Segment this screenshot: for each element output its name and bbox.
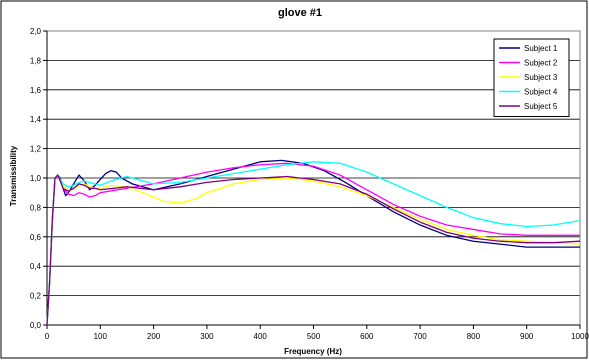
y-tick-label: 1,6 (30, 86, 42, 95)
y-axis-label: Transmissibility (9, 145, 18, 206)
legend-label-subject-1: Subject 1 (524, 44, 558, 53)
legend-label-subject-3: Subject 3 (524, 73, 558, 82)
series-line-subject-3 (46, 174, 581, 326)
legend-label-subject-2: Subject 2 (524, 59, 558, 68)
series-layer (46, 159, 581, 326)
x-tick-label: 700 (413, 332, 427, 341)
x-tick-label: 900 (520, 332, 534, 341)
legend-label-subject-4: Subject 4 (524, 88, 558, 97)
axes: 0,0 0,2 0,4 0,6 0,8 1,0 1,2 1,4 1,6 1,8 2,0 0 100 200… (30, 27, 589, 341)
y-tick-label: 2,0 (30, 27, 42, 36)
x-tick-label: 800 (467, 332, 481, 341)
legend-label-subject-5: Subject 5 (524, 102, 558, 111)
y-tick-label: 0,6 (30, 233, 42, 242)
x-tick-label: 200 (147, 332, 161, 341)
x-tick-label: 400 (254, 332, 268, 341)
series-line-subject-5 (46, 174, 581, 326)
x-tick-label: 600 (360, 332, 374, 341)
x-tick-label: 300 (200, 332, 214, 341)
legend: Subject 1 Subject 2 Subject 3 Subject 4 Subj… (493, 38, 570, 117)
gridlines (47, 60, 580, 297)
series-line-subject-4 (46, 161, 581, 326)
x-tick-label: 100 (94, 332, 108, 341)
x-axis-label: Frequency (Hz) (284, 347, 342, 356)
x-tick-label: 500 (307, 332, 321, 341)
y-tick-label: 0,4 (30, 262, 42, 271)
y-tick-label: 1,0 (30, 174, 42, 183)
x-tick-label: 0 (45, 332, 50, 341)
chart-title: glove #1 (278, 7, 322, 19)
y-tick-label: 1,2 (30, 145, 42, 154)
y-tick-label: 0,8 (30, 203, 42, 212)
y-tick-label: 0,2 (30, 292, 42, 301)
y-tick-label: 0,0 (30, 321, 42, 330)
x-tick-label: 1000 (571, 332, 589, 341)
y-tick-label: 1,4 (30, 115, 42, 124)
y-tick-label: 1,8 (30, 56, 42, 65)
